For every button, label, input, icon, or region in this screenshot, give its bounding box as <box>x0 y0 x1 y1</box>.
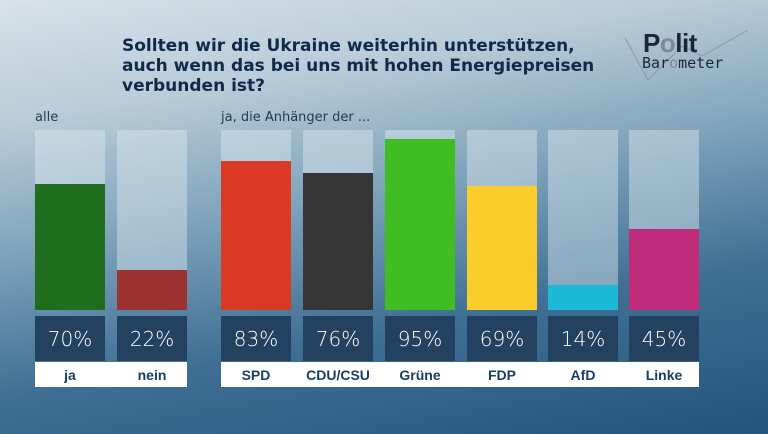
category-label-ja: ja <box>64 366 76 383</box>
value-label-fdp: 69% <box>467 316 537 361</box>
bar-nein <box>117 270 187 310</box>
bar-track-linke <box>629 130 699 310</box>
bar-track-spd <box>221 130 291 310</box>
category-label-afd: AfD <box>570 366 596 383</box>
category-label-linke: Linke <box>645 366 683 383</box>
category-strip-all <box>35 362 187 387</box>
category-label-cdu-csu: CDU/CSU <box>306 366 370 383</box>
title-line-3: verbunden ist? <box>122 76 266 96</box>
logo-barometer: Barometer <box>642 54 724 72</box>
bar-track-gr-ne <box>385 130 455 310</box>
category-label-spd: SPD <box>241 366 271 383</box>
bar-track-afd <box>548 130 618 310</box>
bar-gr-ne <box>385 139 455 310</box>
bar-track-cdu-csu <box>303 130 373 310</box>
group-label-supporters: ja, die Anhänger der ... <box>221 110 371 125</box>
bar-fdp <box>467 185 537 310</box>
category-label-gr-ne: Grüne <box>399 366 441 383</box>
value-label-ja: 70% <box>35 316 105 361</box>
bar-track-nein <box>117 130 187 310</box>
logo-polit: Polit <box>643 28 697 58</box>
bar-afd <box>548 284 618 310</box>
bar-spd <box>221 160 291 310</box>
value-label-nein: 22% <box>117 316 187 361</box>
politbarometer-logo: Polit Barometer <box>620 28 760 88</box>
value-label-linke: 45% <box>629 316 699 361</box>
category-strip-parties <box>221 362 699 387</box>
group-label-all: alle <box>35 110 59 125</box>
bar-track-fdp <box>467 130 537 310</box>
bar-cdu-csu <box>303 173 373 310</box>
bar-linke <box>629 229 699 310</box>
category-label-fdp: FDP <box>488 366 516 383</box>
category-label-nein: nein <box>137 366 167 383</box>
value-label-afd: 14% <box>548 316 618 361</box>
value-label-spd: 83% <box>221 316 291 361</box>
value-label-gr-ne: 95% <box>385 316 455 361</box>
title-line-1: Sollten wir die Ukraine weiterhin unters… <box>122 36 575 56</box>
bar-ja <box>35 184 105 310</box>
title-line-2: auch wenn das bei uns mit hohen Energiep… <box>122 56 595 76</box>
value-label-cdu-csu: 76% <box>303 316 373 361</box>
chart-title: Sollten wir die Ukraine weiterhin unters… <box>122 36 602 96</box>
logo-checkmark-icon <box>624 29 749 81</box>
bar-track-ja <box>35 130 105 310</box>
